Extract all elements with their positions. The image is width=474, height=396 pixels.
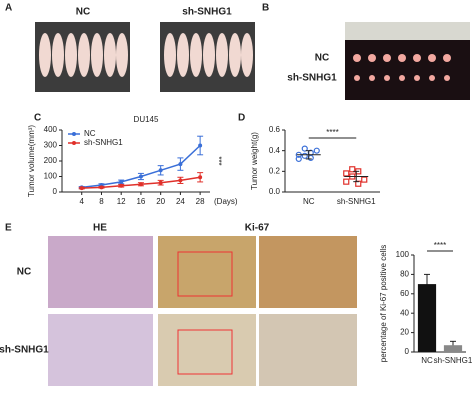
annotation: **** <box>326 128 338 137</box>
legend-marker <box>72 141 76 145</box>
point <box>295 155 302 163</box>
group-label: sh-SNHG1 <box>287 73 337 84</box>
y-tick-label: 0.0 <box>269 187 281 196</box>
y-axis-label: percentage of Ki-67 positive cells <box>379 245 388 362</box>
y-axis-label: Tumor weight(g) <box>250 132 259 190</box>
x-tick-label: 8 <box>99 197 104 206</box>
marker <box>158 168 163 173</box>
x-tick-label: 24 <box>176 197 185 206</box>
x-tick-label: sh-SNHG1 <box>434 356 473 365</box>
x-tick-label: NC <box>303 197 315 206</box>
group-label: NC <box>76 7 90 18</box>
y-tick-label: 0.4 <box>269 146 281 155</box>
point <box>301 152 308 159</box>
line <box>81 144 201 189</box>
marker <box>79 186 84 191</box>
y-tick-label: 0 <box>405 347 410 356</box>
bar <box>417 284 437 352</box>
group-label: NC <box>315 53 329 64</box>
column-label: Ki-67 <box>245 223 270 234</box>
y-tick-label: 80 <box>400 270 409 279</box>
y-tick-label: 60 <box>400 289 409 298</box>
x-tick-label: 16 <box>136 197 145 206</box>
x-tick-label: 4 <box>80 197 85 206</box>
y-tick-label: 0 <box>53 187 58 196</box>
marker <box>178 162 183 167</box>
annotation: *** <box>214 156 223 165</box>
point <box>313 147 320 154</box>
legend-marker <box>72 132 76 136</box>
y-tick-label: 200 <box>44 156 58 165</box>
annotation: **** <box>434 241 446 250</box>
point <box>349 166 356 173</box>
x-tick-label: NC <box>421 356 433 365</box>
point <box>343 170 350 177</box>
micrographs <box>48 236 357 386</box>
x-axis-label: (Days) <box>214 197 238 206</box>
marker <box>198 143 203 148</box>
photo-b <box>345 22 470 100</box>
point <box>361 176 368 183</box>
legend-label: NC <box>84 129 96 138</box>
group-label: sh-SNHG1 <box>182 7 232 18</box>
row-label: NC <box>17 267 31 278</box>
panel-letter: C <box>34 113 41 124</box>
panel-letter: B <box>262 3 269 14</box>
marker <box>99 185 104 190</box>
row-label: sh-SNHG1 <box>0 345 49 356</box>
y-tick-label: 20 <box>400 328 409 337</box>
x-tick-label: 20 <box>156 197 165 206</box>
panel-letter: E <box>5 223 12 234</box>
marker <box>119 183 124 188</box>
x-tick-label: sh-SNHG1 <box>337 197 376 206</box>
marker <box>138 174 143 179</box>
y-tick-label: 0.6 <box>269 125 281 134</box>
y-tick-label: 400 <box>44 125 58 134</box>
y-tick-label: 100 <box>396 250 410 259</box>
marker <box>178 178 183 183</box>
photo-a <box>35 22 255 92</box>
y-tick-label: 300 <box>44 141 58 150</box>
chart-title: DU145 <box>134 115 159 124</box>
x-tick-label: 12 <box>117 197 126 206</box>
panel-letter: D <box>238 113 245 124</box>
marker <box>158 180 163 185</box>
y-tick-label: 40 <box>400 308 409 317</box>
column-label: HE <box>93 223 107 234</box>
marker <box>198 175 203 180</box>
legend-label: sh-SNHG1 <box>84 138 123 147</box>
panel-letter: A <box>5 3 12 14</box>
marker <box>138 182 143 187</box>
y-tick-label: 0.2 <box>269 166 281 175</box>
y-tick-label: 100 <box>44 172 58 181</box>
y-axis-label: Tumor volume(mm³) <box>27 125 36 197</box>
bar <box>443 345 463 352</box>
point <box>343 178 350 185</box>
marker <box>119 179 124 184</box>
x-tick-label: 28 <box>196 197 205 206</box>
point <box>301 145 308 152</box>
